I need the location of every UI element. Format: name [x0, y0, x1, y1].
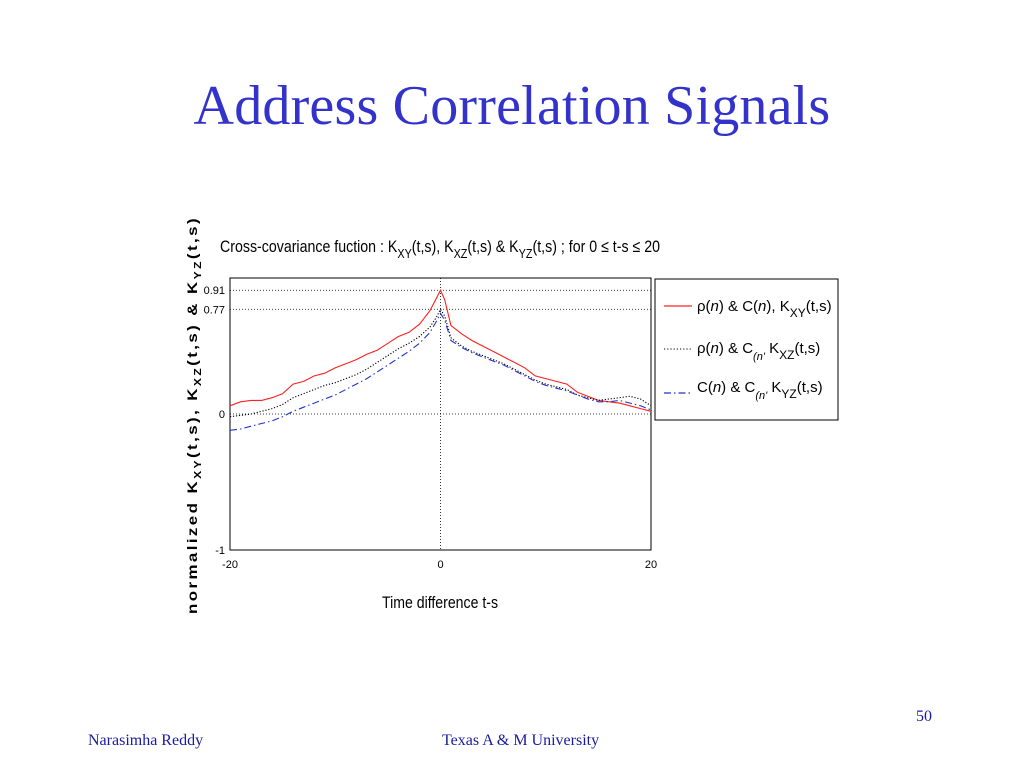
y-tick-label: -1 [215, 545, 225, 557]
series-line-2 [229, 312, 652, 431]
y-tick-label: 0 [219, 409, 225, 421]
x-axis-label: Time difference t-s [382, 593, 498, 612]
legend-box [654, 278, 839, 421]
chart-title: Cross-covariance fuction : KXY(t,s), KXZ… [220, 237, 660, 261]
y-tick-label: 0.77 [204, 304, 225, 316]
x-tick-label: 0 [437, 559, 443, 571]
reference-lines [230, 278, 651, 550]
page-number: 50 [916, 708, 932, 725]
x-tick-label: -20 [222, 559, 238, 571]
series-lines [229, 288, 652, 431]
tick-labels: -1 0 0.77 0.91 -20 0 20 [204, 285, 658, 571]
footer-institution: Texas A & M University [442, 732, 600, 749]
y-tick-label: 0.91 [204, 285, 225, 297]
x-tick-label: 20 [645, 559, 657, 571]
y-axis-label: normalized KXY(t,s), KXZ(t,s) & KYZ(t,s) [184, 216, 204, 614]
footer-author: Narasimha Reddy [88, 732, 204, 749]
series-line-1 [229, 308, 652, 418]
series-line-0 [229, 288, 652, 412]
slide-title: Address Correlation Signals [193, 75, 831, 137]
